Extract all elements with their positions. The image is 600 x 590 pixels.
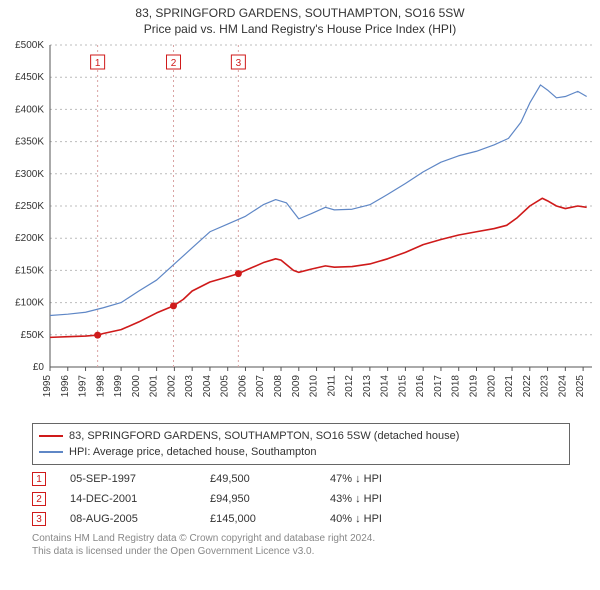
marker-row: 2 14-DEC-2001£94,95043% ↓ HPI: [32, 489, 570, 509]
marker-date: 14-DEC-2001: [70, 493, 210, 505]
svg-text:2007: 2007: [255, 375, 266, 398]
footer-line-2: This data is licensed under the Open Gov…: [32, 546, 570, 559]
svg-text:2014: 2014: [380, 375, 391, 398]
svg-text:2023: 2023: [540, 375, 551, 398]
legend-item-property: 83, SPRINGFORD GARDENS, SOUTHAMPTON, SO1…: [39, 428, 563, 444]
title-line-2: Price paid vs. HM Land Registry's House …: [0, 22, 600, 38]
marker-table: 1 05-SEP-1997£49,50047% ↓ HPI 2 14-DEC-2001…: [32, 469, 570, 529]
marker-price: £49,500: [210, 473, 330, 485]
svg-text:2004: 2004: [202, 375, 213, 398]
svg-text:2009: 2009: [291, 375, 302, 398]
svg-text:£200K: £200K: [15, 233, 44, 244]
legend-item-hpi: HPI: Average price, detached house, Sout…: [39, 444, 563, 460]
marker-date: 05-SEP-1997: [70, 473, 210, 485]
svg-text:£50K: £50K: [21, 330, 45, 341]
svg-text:2005: 2005: [220, 375, 231, 398]
svg-text:1995: 1995: [42, 375, 53, 398]
svg-text:2021: 2021: [504, 375, 515, 398]
svg-text:2002: 2002: [166, 375, 177, 398]
svg-text:1996: 1996: [60, 375, 71, 398]
svg-text:2000: 2000: [131, 375, 142, 398]
svg-text:£100K: £100K: [15, 298, 44, 309]
svg-text:2013: 2013: [362, 375, 373, 398]
title-line-1: 83, SPRINGFORD GARDENS, SOUTHAMPTON, SO1…: [0, 6, 600, 22]
data-attribution: Contains HM Land Registry data © Crown c…: [32, 533, 570, 558]
svg-text:£450K: £450K: [15, 72, 44, 83]
marker-hpi: 40% ↓ HPI: [330, 513, 382, 525]
marker-number-box: 2: [32, 492, 46, 506]
svg-text:2017: 2017: [433, 375, 444, 398]
marker-number-box: 3: [32, 512, 46, 526]
svg-text:2008: 2008: [273, 375, 284, 398]
svg-text:2012: 2012: [344, 375, 355, 398]
svg-text:1999: 1999: [113, 375, 124, 398]
svg-text:2018: 2018: [451, 375, 462, 398]
marker-price: £145,000: [210, 513, 330, 525]
svg-text:2: 2: [171, 58, 177, 69]
svg-text:2001: 2001: [149, 375, 160, 398]
legend-label-property: 83, SPRINGFORD GARDENS, SOUTHAMPTON, SO1…: [69, 430, 459, 442]
svg-text:£0: £0: [33, 362, 45, 373]
svg-text:1: 1: [95, 58, 101, 69]
price-chart: £0 £50K £100K £150K £200K £250K £300K £350K £400…: [0, 37, 600, 417]
svg-text:2015: 2015: [397, 375, 408, 398]
svg-text:£250K: £250K: [15, 201, 44, 212]
marker-row: 1 05-SEP-1997£49,50047% ↓ HPI: [32, 469, 570, 489]
legend-label-hpi: HPI: Average price, detached house, Sout…: [69, 446, 316, 458]
svg-text:1998: 1998: [95, 375, 106, 398]
svg-text:1997: 1997: [78, 375, 89, 398]
svg-text:2022: 2022: [522, 375, 533, 398]
marker-hpi: 43% ↓ HPI: [330, 493, 382, 505]
svg-text:2025: 2025: [575, 375, 586, 398]
svg-text:2016: 2016: [415, 375, 426, 398]
svg-text:2019: 2019: [468, 375, 479, 398]
legend-swatch-hpi: [39, 451, 63, 453]
legend-swatch-property: [39, 435, 63, 437]
marker-price: £94,950: [210, 493, 330, 505]
marker-number-box: 1: [32, 472, 46, 486]
svg-text:2024: 2024: [557, 375, 568, 398]
marker-hpi: 47% ↓ HPI: [330, 473, 382, 485]
marker-date: 08-AUG-2005: [70, 513, 210, 525]
svg-text:£150K: £150K: [15, 266, 44, 277]
svg-text:2020: 2020: [486, 375, 497, 398]
svg-text:2011: 2011: [326, 375, 337, 397]
svg-text:2003: 2003: [184, 375, 195, 398]
svg-text:£300K: £300K: [15, 169, 44, 180]
svg-text:£400K: £400K: [15, 105, 44, 116]
svg-text:3: 3: [236, 58, 242, 69]
svg-text:2010: 2010: [309, 375, 320, 398]
footer-line-1: Contains HM Land Registry data © Crown c…: [32, 533, 570, 546]
chart-legend: 83, SPRINGFORD GARDENS, SOUTHAMPTON, SO1…: [32, 423, 570, 465]
svg-text:£350K: £350K: [15, 137, 44, 148]
svg-text:£500K: £500K: [15, 40, 44, 51]
marker-row: 3 08-AUG-2005£145,00040% ↓ HPI: [32, 509, 570, 529]
svg-text:2006: 2006: [237, 375, 248, 398]
